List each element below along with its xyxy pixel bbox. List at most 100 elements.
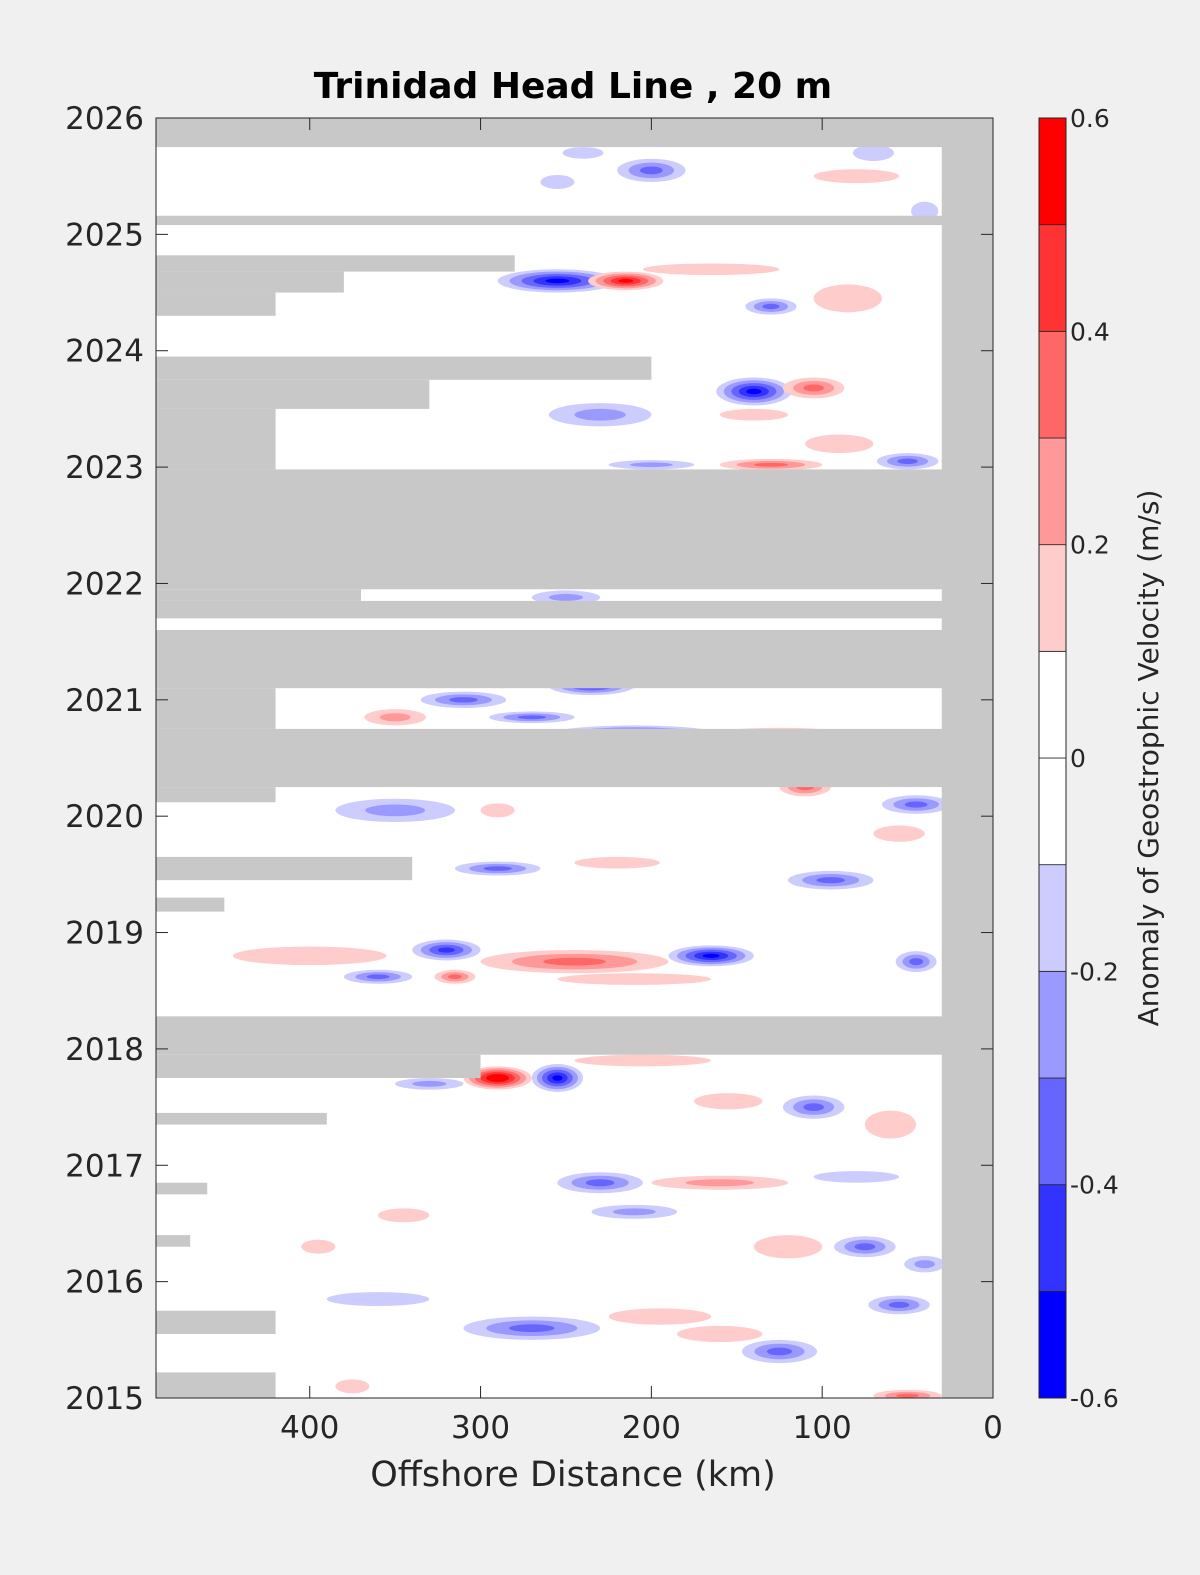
missing-band-11 bbox=[156, 630, 993, 689]
missing-band-13 bbox=[156, 728, 993, 788]
anomaly-56-level-2 bbox=[914, 1260, 935, 1269]
anomaly-16-level-3 bbox=[897, 458, 918, 464]
anomaly-50-level-2 bbox=[685, 1179, 754, 1187]
missing-band-9 bbox=[156, 589, 361, 601]
anomaly-60 bbox=[676, 1325, 763, 1343]
anomaly-2-level-1 bbox=[852, 144, 894, 162]
anomaly-57 bbox=[301, 1239, 336, 1254]
anomaly-44-level-2 bbox=[412, 1080, 447, 1087]
colorbar-swatch bbox=[1038, 1290, 1067, 1399]
anomaly-0 bbox=[617, 158, 686, 182]
colorbar-label: Anomaly of Geostrophic Velocity (m/s) bbox=[1132, 490, 1165, 1027]
missing-band-6 bbox=[156, 379, 430, 409]
colorbar-swatch bbox=[1038, 117, 1067, 226]
anomaly-10-level-1 bbox=[813, 284, 882, 313]
anomaly-52 bbox=[591, 1204, 677, 1219]
anomaly-34-level-4 bbox=[437, 947, 455, 953]
plot-area bbox=[155, 117, 994, 1399]
missing-band-4 bbox=[156, 292, 276, 316]
anomaly-9 bbox=[745, 298, 797, 315]
anomaly-32-level-1 bbox=[574, 856, 660, 869]
y-tick-label: 2026 bbox=[65, 101, 144, 137]
anomaly-64 bbox=[873, 1389, 942, 1398]
anomaly-40 bbox=[557, 973, 712, 985]
x-tick-label: 100 bbox=[793, 1410, 852, 1446]
colorbar-swatch bbox=[1038, 544, 1067, 652]
colorbar-swatch bbox=[1038, 1184, 1067, 1292]
anomaly-65 bbox=[335, 1379, 370, 1394]
anomaly-6 bbox=[497, 269, 618, 293]
anomaly-21-level-3 bbox=[449, 697, 478, 703]
missing-band-23 bbox=[156, 1372, 276, 1398]
anomaly-37-level-1 bbox=[232, 946, 387, 966]
anomaly-36 bbox=[668, 945, 754, 967]
anomaly-30 bbox=[873, 825, 925, 842]
anomaly-38-level-3 bbox=[366, 974, 390, 980]
anomaly-43 bbox=[531, 1064, 584, 1092]
colorbar-swatch bbox=[1038, 224, 1067, 332]
anomaly-2 bbox=[852, 144, 894, 162]
anomaly-28 bbox=[335, 798, 455, 822]
anomaly-36-level-5 bbox=[702, 953, 720, 958]
anomaly-9-level-3 bbox=[762, 303, 780, 310]
anomaly-18 bbox=[608, 460, 695, 470]
missing-band-16 bbox=[156, 897, 225, 912]
missing-band-18 bbox=[156, 1054, 481, 1078]
anomaly-45 bbox=[574, 1054, 712, 1067]
anomaly-19-level-2 bbox=[548, 593, 584, 601]
anomaly-35 bbox=[480, 950, 669, 974]
anomaly-40-level-1 bbox=[557, 973, 712, 985]
colorbar-tick-label: 0.2 bbox=[1070, 531, 1110, 560]
anomaly-58-level-3 bbox=[509, 1324, 555, 1333]
y-axis: 2015 2016 2017 2018 2019 2020 2021 2022 2023 2024… bbox=[65, 101, 993, 1417]
plot-frame bbox=[155, 117, 994, 1399]
anomaly-43-level-5 bbox=[552, 1075, 563, 1081]
y-tick-label: 2020 bbox=[65, 799, 144, 835]
anomaly-46 bbox=[782, 1095, 845, 1119]
anomaly-59-level-1 bbox=[608, 1308, 712, 1325]
anomaly-19 bbox=[531, 590, 601, 605]
x-tick-label: 0 bbox=[983, 1410, 1003, 1446]
colorbar-swatch bbox=[1038, 864, 1067, 972]
anomaly-35-level-3 bbox=[543, 957, 606, 966]
anomaly-14-level-1 bbox=[719, 408, 789, 421]
missing-band-12 bbox=[156, 688, 276, 729]
anomaly-38 bbox=[343, 969, 413, 984]
y-tick-label: 2015 bbox=[65, 1381, 144, 1417]
anomaly-3-level-1 bbox=[813, 169, 900, 184]
y-tick-label: 2023 bbox=[65, 450, 144, 486]
anomaly-55 bbox=[834, 1236, 896, 1258]
colorbar-tick-label: -0.2 bbox=[1070, 957, 1119, 986]
anomaly-15 bbox=[805, 434, 874, 454]
missing-band-22 bbox=[156, 1310, 276, 1334]
anomaly-22 bbox=[489, 711, 575, 724]
anomaly-48 bbox=[864, 1110, 917, 1139]
missing-band-5 bbox=[156, 356, 652, 380]
x-axis: 400 300 200 100 0 bbox=[280, 118, 1003, 1446]
anomaly-3 bbox=[813, 169, 900, 184]
missing-band-14 bbox=[156, 787, 276, 803]
anomaly-47-level-1 bbox=[694, 1093, 763, 1110]
anomaly-37 bbox=[232, 946, 387, 966]
missing-band-10 bbox=[156, 600, 993, 619]
anomaly-28-level-2 bbox=[365, 804, 426, 817]
anomaly-54-level-1 bbox=[753, 1235, 823, 1259]
anomaly-53 bbox=[378, 1208, 430, 1223]
missing-band-19 bbox=[156, 1112, 327, 1125]
missing-band-20 bbox=[156, 1182, 208, 1195]
anomaly-50 bbox=[651, 1175, 789, 1190]
anomaly-10 bbox=[813, 284, 882, 313]
anomaly-41 bbox=[895, 951, 937, 973]
anomaly-30-level-1 bbox=[873, 825, 925, 842]
missing-band-8 bbox=[156, 469, 993, 590]
anomaly-12 bbox=[782, 377, 845, 399]
y-tick-label: 2016 bbox=[65, 1265, 144, 1301]
anomaly-58 bbox=[463, 1316, 601, 1340]
anomaly-61 bbox=[741, 1339, 818, 1364]
anomaly-65-level-1 bbox=[335, 1379, 370, 1394]
anomaly-64-level-3 bbox=[896, 1393, 919, 1398]
colorbar-tick-label: -0.6 bbox=[1070, 1384, 1119, 1413]
anomaly-0-level-3 bbox=[639, 166, 663, 175]
anomaly-12-level-3 bbox=[803, 384, 824, 392]
